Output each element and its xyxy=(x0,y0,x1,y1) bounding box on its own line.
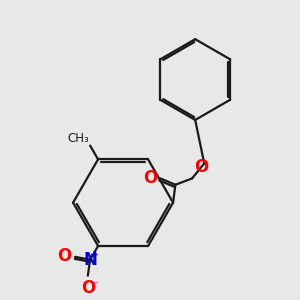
Text: N: N xyxy=(83,251,97,269)
Text: O: O xyxy=(194,158,208,176)
Text: +: + xyxy=(90,250,99,260)
Text: O: O xyxy=(57,247,71,265)
Text: O: O xyxy=(81,279,95,297)
Text: ⁻: ⁻ xyxy=(91,279,98,292)
Text: CH₃: CH₃ xyxy=(67,132,89,145)
Text: O: O xyxy=(143,169,157,188)
